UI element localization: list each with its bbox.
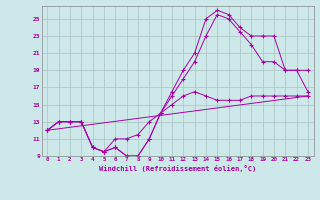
X-axis label: Windchill (Refroidissement éolien,°C): Windchill (Refroidissement éolien,°C) <box>99 165 256 172</box>
